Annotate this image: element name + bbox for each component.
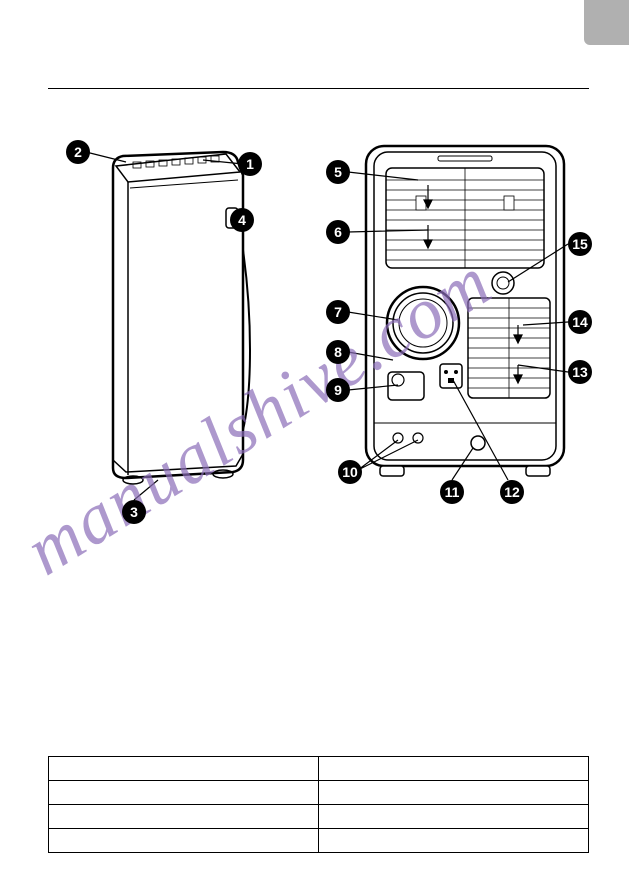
- callout-14: 14: [568, 310, 592, 334]
- callout-7: 7: [326, 300, 350, 324]
- table-cell: [319, 805, 589, 829]
- callout-num: 15: [572, 236, 588, 252]
- callout-num: 7: [334, 304, 342, 320]
- callout-9: 9: [326, 378, 350, 402]
- callout-8: 8: [326, 340, 350, 364]
- callout-num: 12: [504, 484, 520, 500]
- callout-num: 9: [334, 382, 342, 398]
- table-cell: [49, 757, 319, 781]
- callout-4: 4: [230, 208, 254, 232]
- page-tab: [584, 0, 629, 45]
- callout-num: 10: [342, 464, 358, 480]
- parts-table: [48, 756, 589, 853]
- callout-num: 1: [246, 156, 254, 172]
- callout-num: 2: [74, 144, 82, 160]
- callout-num: 14: [572, 314, 588, 330]
- table-cell: [319, 757, 589, 781]
- callout-12: 12: [500, 480, 524, 504]
- callout-num: 13: [572, 364, 588, 380]
- callout-11: 11: [440, 480, 464, 504]
- callout-lines: [48, 130, 608, 530]
- table-row: [49, 781, 589, 805]
- callout-5: 5: [326, 160, 350, 184]
- table-cell: [319, 829, 589, 853]
- callout-num: 3: [130, 504, 138, 520]
- callout-num: 6: [334, 224, 342, 240]
- callout-num: 8: [334, 344, 342, 360]
- table-row: [49, 757, 589, 781]
- callout-num: 11: [445, 484, 460, 500]
- table-cell: [49, 805, 319, 829]
- parts-diagram: 1 2 3 4 5 6 7 8 9 10 11 12 13 14 15: [48, 130, 588, 570]
- callout-3: 3: [122, 500, 146, 524]
- header-divider: [48, 88, 589, 89]
- callout-num: 5: [334, 164, 342, 180]
- callout-10: 10: [338, 460, 362, 484]
- callout-2: 2: [66, 140, 90, 164]
- callout-13: 13: [568, 360, 592, 384]
- table-cell: [49, 781, 319, 805]
- callout-1: 1: [238, 152, 262, 176]
- callout-num: 4: [238, 212, 246, 228]
- callout-15: 15: [568, 232, 592, 256]
- table-row: [49, 805, 589, 829]
- table-cell: [319, 781, 589, 805]
- table-row: [49, 829, 589, 853]
- callout-6: 6: [326, 220, 350, 244]
- table-cell: [49, 829, 319, 853]
